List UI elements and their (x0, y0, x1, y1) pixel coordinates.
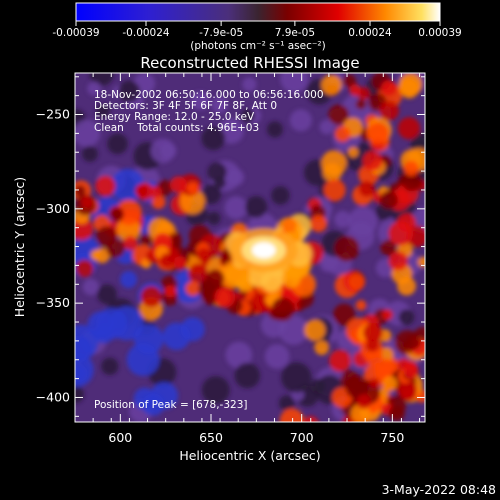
heatmap-image (75, 73, 425, 422)
y-tick-label: −350 (36, 295, 70, 310)
colorbar-tick-label: -0.00024 (122, 27, 170, 39)
y-tick-label: −400 (36, 389, 70, 404)
y-tick-label: −300 (36, 201, 70, 216)
colorbar-tick-label: -0.00039 (52, 27, 99, 39)
x-tick-label: 700 (290, 430, 314, 445)
colorbar (75, 2, 441, 22)
y-tick-labels: −250 −300 −350 −400 (36, 107, 70, 405)
colorbar-ticks (75, 21, 441, 26)
info-line-time: 18-Nov-2002 06:50:16.000 to 06:56:16.000 (94, 89, 324, 101)
x-tick-label: 600 (108, 430, 132, 445)
colorbar-tick-labels: -0.00039 -0.00024 -7.9e-05 7.9e-05 0.00024 0.… (52, 27, 461, 39)
footer-timestamp: 3-May-2022 08:48 (382, 482, 496, 497)
x-tick-label: 750 (380, 430, 404, 445)
x-tick-label: 650 (199, 430, 223, 445)
colorbar-tick-label: 0.00039 (418, 27, 461, 39)
peak-position-label: Position of Peak = [678,-323] (94, 399, 248, 411)
info-line-detectors: Detectors: 3F 4F 5F 6F 7F 8F, Att 0 (94, 100, 277, 112)
colorbar-tick-label: 7.9e-05 (275, 27, 315, 39)
x-tick-labels: 600 650 700 750 (108, 430, 404, 445)
y-axis-label: Heliocentric Y (arcsec) (12, 177, 27, 317)
y-tick-label: −250 (36, 107, 70, 122)
colorbar-tick-label: -7.9e-05 (199, 27, 243, 39)
info-line-clean: Clean Total counts: 4.96E+03 (94, 122, 259, 134)
colorbar-unit-label: (photons cm⁻² s⁻¹ asec⁻²) (190, 40, 325, 52)
axis-ticks (74, 73, 425, 422)
info-line-energy: Energy Range: 12.0 - 25.0 keV (94, 111, 255, 123)
x-axis-label: Heliocentric X (arcsec) (179, 448, 320, 463)
plot-frame (74, 72, 426, 423)
chart-title: Reconstructed RHESSI Image (140, 54, 359, 72)
colorbar-tick-label: 0.00024 (348, 27, 392, 39)
